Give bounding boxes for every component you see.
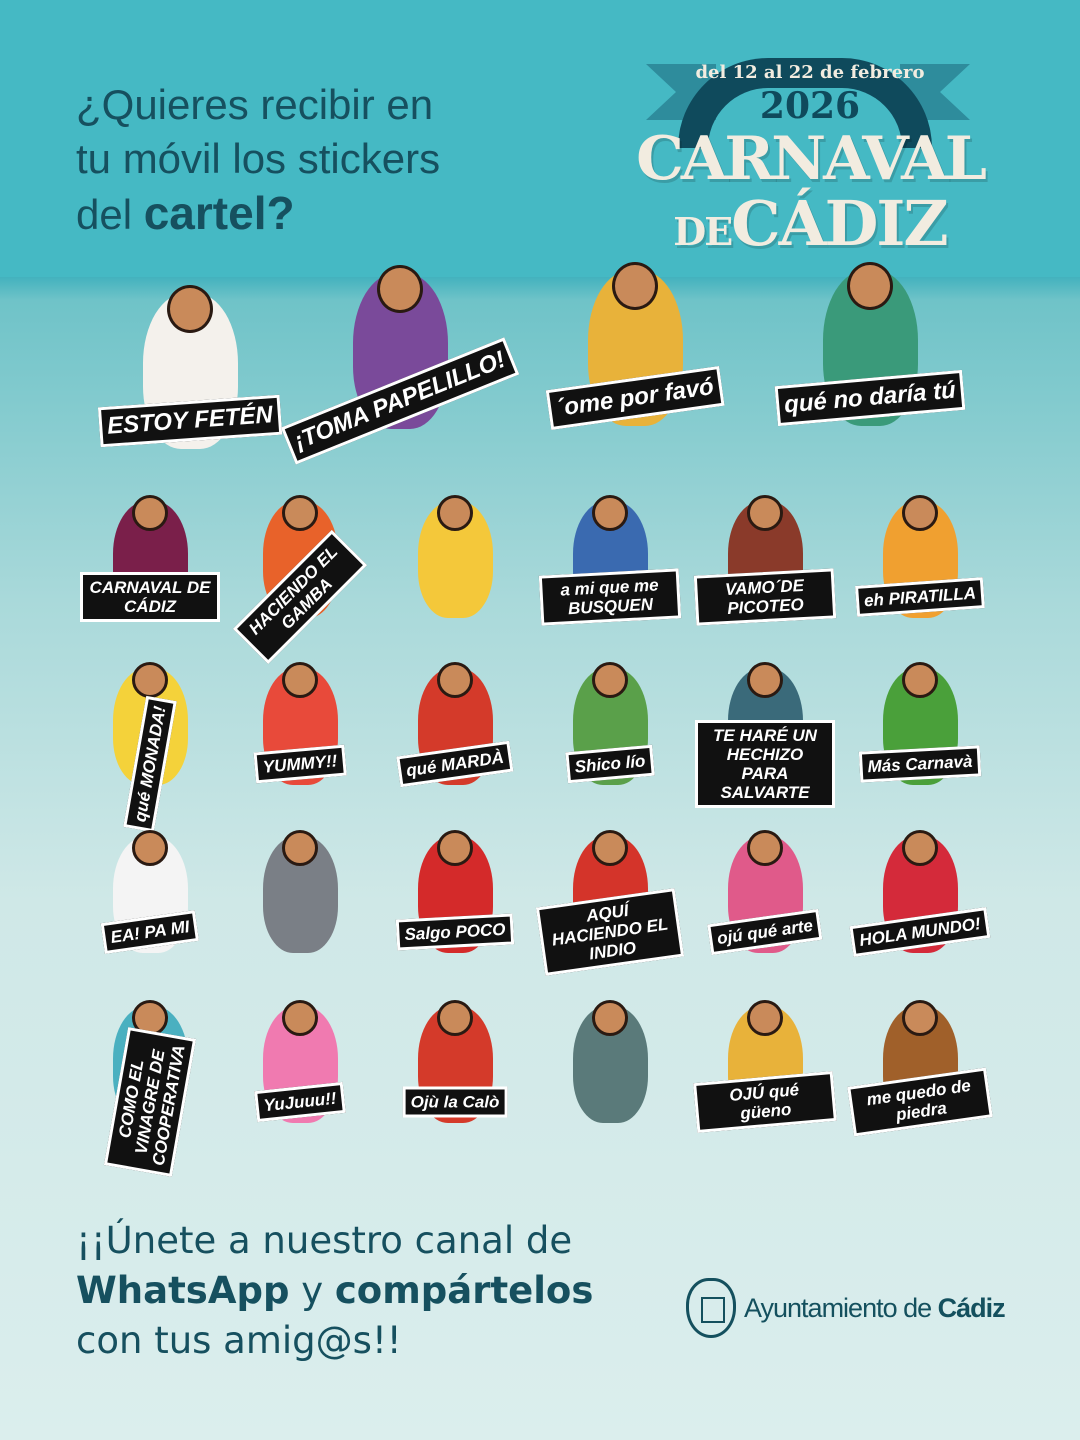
sticker[interactable]: qué MARDÀ: [380, 662, 530, 812]
sticker-label: YUMMY!!: [253, 744, 347, 784]
sticker-label: Shico lío: [565, 744, 655, 784]
headline-line: ¿Quieres recibir en: [76, 81, 434, 128]
character-head: [377, 265, 423, 313]
character-head: [592, 662, 628, 698]
sticker[interactable]: a mi que me BUSQUEN: [535, 495, 685, 645]
character-head: [747, 830, 783, 866]
logo-subtitle: DECÁDIZ: [600, 192, 1020, 256]
character-head: [592, 830, 628, 866]
sticker[interactable]: [535, 1000, 685, 1150]
character-head: [747, 662, 783, 698]
sticker[interactable]: qué MONADA!: [75, 662, 225, 833]
character-head: [282, 1000, 318, 1036]
sticker[interactable]: ¡TOMA PAPELILLO!: [280, 265, 520, 465]
headline-question: ¿Quieres recibir en tu móvil los sticker…: [76, 78, 576, 242]
character-head: [902, 830, 938, 866]
sticker[interactable]: CARNAVAL DE CÁDIZ: [75, 495, 225, 645]
headline-bold: cartel?: [143, 187, 295, 239]
org-text: Ayuntamiento de: [744, 1292, 938, 1323]
cta-line: WhatsApp y compártelos: [76, 1266, 656, 1316]
carnaval-logo: del 12 al 22 de febrero 2026 CARNAVAL DE…: [600, 48, 1020, 258]
whatsapp-text: WhatsApp: [76, 1269, 290, 1312]
sticker[interactable]: Más Carnavà: [845, 662, 995, 812]
logo-de: DE: [673, 209, 733, 254]
sticker-label: Más Carnavà: [858, 745, 982, 783]
org-name: Ayuntamiento de Cádiz: [744, 1292, 1006, 1324]
character-head: [282, 495, 318, 531]
sticker-label: TE HARÉ UN HECHIZO PARA SALVARTE: [695, 720, 835, 808]
sticker[interactable]: Shico lío: [535, 662, 685, 812]
sticker-label: VAMO´DE PICOTEO: [693, 568, 837, 626]
character-head: [437, 662, 473, 698]
character-head: [592, 495, 628, 531]
sticker[interactable]: AQUÍ HACIENDO EL INDIO: [535, 830, 685, 980]
cta-bold: compártelos: [334, 1269, 594, 1312]
character-head: [437, 830, 473, 866]
character-head: [437, 495, 473, 531]
character-head: [902, 662, 938, 698]
character-head: [167, 285, 213, 333]
logo-title: CARNAVAL: [636, 124, 987, 194]
character-head: [282, 662, 318, 698]
character-head: [747, 495, 783, 531]
sticker-label: me quedo de piedra: [847, 1067, 993, 1137]
sticker-label: AQUÍ HACIENDO EL INDIO: [535, 888, 685, 976]
sticker[interactable]: YUMMY!!: [225, 662, 375, 812]
sticker[interactable]: Ojù la Calò: [380, 1000, 530, 1150]
cta-text: y: [289, 1269, 335, 1312]
sticker[interactable]: qué no daría tú: [774, 262, 966, 462]
sticker[interactable]: COMO EL VINAGRE DE COOPERATIVA: [75, 1000, 225, 1177]
cta-line: ¡¡Únete a nuestro canal de: [76, 1219, 573, 1262]
sticker-label: OJÚ qué güeno: [693, 1070, 837, 1134]
sticker-label: Salgo POCO: [395, 913, 515, 951]
sticker[interactable]: ojú qué arte: [690, 830, 840, 980]
sticker[interactable]: eh PIRATILLA: [845, 495, 995, 645]
character-head: [902, 1000, 938, 1036]
cta-line: con tus amig@s!!: [76, 1319, 402, 1362]
sticker[interactable]: [225, 830, 375, 980]
headline-text: del: [76, 191, 144, 238]
sticker-label: CARNAVAL DE CÁDIZ: [80, 572, 220, 622]
sticker-label: qué no daría tú: [774, 369, 966, 427]
ribbon-wing: [900, 64, 970, 120]
character-head: [132, 495, 168, 531]
sticker[interactable]: Salgo POCO: [380, 830, 530, 980]
character-head: [132, 830, 168, 866]
character-head: [437, 1000, 473, 1036]
character-head: [747, 1000, 783, 1036]
sticker-label: ESTOY FETÉN: [97, 394, 283, 448]
sticker[interactable]: me quedo de piedra: [845, 1000, 995, 1150]
character-head: [282, 830, 318, 866]
sticker[interactable]: [380, 495, 530, 645]
character-head: [612, 262, 658, 310]
sticker-label: Ojù la Calò: [402, 1086, 508, 1118]
character-head: [132, 662, 168, 698]
logo-dates: del 12 al 22 de febrero: [695, 62, 925, 83]
org-bold: Cádiz: [937, 1292, 1006, 1323]
sticker[interactable]: VAMO´DE PICOTEO: [690, 495, 840, 645]
sticker[interactable]: OJÚ qué güeno: [690, 1000, 840, 1150]
sticker[interactable]: ´ome por favó: [540, 262, 730, 462]
sticker[interactable]: EA! PA MI: [75, 830, 225, 980]
city-seal-icon: [686, 1278, 736, 1338]
logo-cadiz: CÁDIZ: [731, 187, 948, 260]
logo-year: 2026: [759, 85, 861, 127]
sticker-label: a mi que me BUSQUEN: [538, 568, 682, 626]
headline-line: tu móvil los stickers: [76, 135, 441, 182]
character-head: [592, 1000, 628, 1036]
footer-cta: ¡¡Únete a nuestro canal de WhatsApp y co…: [76, 1216, 656, 1366]
character-head: [847, 262, 893, 310]
character-head: [902, 495, 938, 531]
sticker[interactable]: HOLA MUNDO!: [845, 830, 995, 980]
sticker[interactable]: TE HARÉ UN HECHIZO PARA SALVARTE: [690, 662, 840, 812]
ayuntamiento-logo: Ayuntamiento de Cádiz: [686, 1278, 1006, 1338]
sticker[interactable]: HACIENDO EL GAMBA: [225, 495, 375, 665]
sticker[interactable]: YuJuuu!!: [225, 1000, 375, 1150]
sticker[interactable]: ESTOY FETÉN: [95, 285, 285, 485]
sticker-label: eh PIRATILLA: [855, 577, 985, 617]
headline-line: del cartel?: [76, 186, 576, 242]
